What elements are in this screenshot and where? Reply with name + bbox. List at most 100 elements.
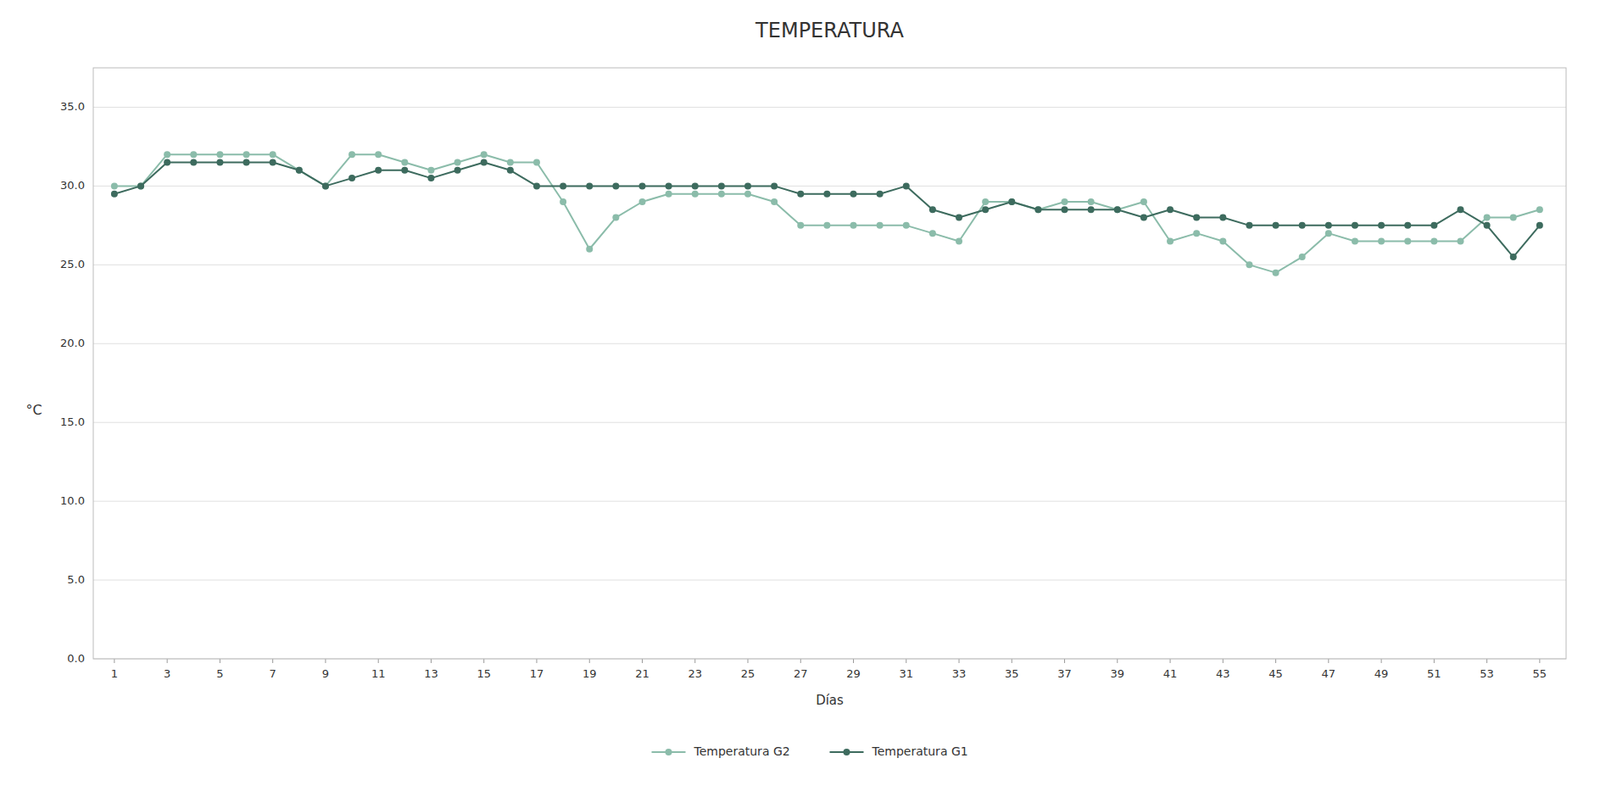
point bbox=[981, 198, 989, 206]
point bbox=[612, 182, 619, 190]
point bbox=[1272, 269, 1280, 277]
point bbox=[295, 167, 303, 174]
point bbox=[981, 206, 989, 213]
point bbox=[955, 214, 963, 222]
point bbox=[876, 190, 884, 198]
point bbox=[797, 222, 804, 229]
point bbox=[1245, 261, 1253, 268]
x-tick bbox=[1486, 658, 1488, 664]
grid-line bbox=[93, 422, 1567, 424]
point bbox=[1325, 229, 1333, 237]
x-tick bbox=[1116, 658, 1118, 664]
point bbox=[1140, 214, 1148, 222]
point bbox=[1377, 222, 1385, 229]
point bbox=[1456, 237, 1464, 245]
x-tick bbox=[272, 658, 274, 664]
x-tick-label: 35 bbox=[1004, 667, 1020, 681]
x-tick bbox=[535, 658, 537, 664]
point bbox=[1536, 222, 1544, 229]
point bbox=[216, 150, 223, 158]
point bbox=[718, 190, 725, 198]
y-tick-label: 0.0 bbox=[66, 652, 85, 665]
grid-line bbox=[93, 343, 1567, 345]
x-tick-label: 25 bbox=[741, 667, 756, 681]
plot-frame bbox=[93, 67, 1567, 659]
point bbox=[638, 182, 646, 190]
legend: Temperatura G2 Temperatura G1 bbox=[652, 744, 969, 759]
x-tick bbox=[113, 658, 115, 664]
x-tick bbox=[378, 658, 380, 664]
x-tick bbox=[1327, 658, 1329, 664]
point bbox=[691, 182, 699, 190]
point bbox=[850, 222, 858, 229]
x-tick bbox=[324, 658, 326, 664]
point bbox=[454, 159, 462, 167]
y-tick-label: 10.0 bbox=[60, 494, 85, 508]
x-tick bbox=[167, 658, 168, 664]
point bbox=[612, 214, 619, 222]
point bbox=[903, 182, 910, 190]
point bbox=[480, 159, 488, 167]
point bbox=[955, 237, 963, 245]
point bbox=[1193, 229, 1200, 237]
grid-line bbox=[93, 264, 1567, 266]
point bbox=[348, 150, 356, 158]
x-tick-label: 43 bbox=[1215, 667, 1231, 681]
point bbox=[1404, 237, 1411, 245]
x-tick-label: 19 bbox=[582, 667, 597, 681]
x-tick bbox=[852, 658, 854, 664]
y-axis-label: °C bbox=[25, 401, 42, 419]
point bbox=[1034, 206, 1042, 213]
point bbox=[1140, 198, 1148, 206]
x-tick-label: 3 bbox=[163, 667, 171, 681]
point bbox=[507, 159, 514, 167]
point bbox=[189, 159, 197, 167]
x-tick bbox=[958, 658, 960, 664]
point bbox=[1536, 206, 1544, 213]
x-tick bbox=[1381, 658, 1383, 664]
grid-line bbox=[93, 185, 1567, 187]
grid-line bbox=[93, 501, 1567, 502]
x-tick-label: 53 bbox=[1479, 667, 1495, 681]
x-tick bbox=[905, 658, 907, 664]
point bbox=[1430, 237, 1438, 245]
x-tick-label: 39 bbox=[1110, 667, 1126, 681]
point bbox=[374, 150, 382, 158]
x-tick bbox=[1011, 658, 1013, 664]
x-tick-label: 27 bbox=[793, 667, 809, 681]
point bbox=[1166, 206, 1174, 213]
point bbox=[1510, 253, 1517, 261]
point bbox=[876, 222, 884, 229]
point bbox=[1193, 214, 1200, 222]
y-tick-label: 20.0 bbox=[60, 336, 85, 350]
legend-label: Temperatura G2 bbox=[693, 744, 791, 759]
x-tick-label: 17 bbox=[529, 667, 545, 681]
x-tick-label: 41 bbox=[1163, 667, 1178, 681]
x-tick bbox=[1538, 658, 1540, 664]
point bbox=[243, 150, 251, 158]
x-tick bbox=[641, 658, 643, 664]
point bbox=[348, 174, 356, 182]
plot-area bbox=[111, 150, 1544, 276]
point bbox=[797, 190, 804, 198]
x-tick-label: 5 bbox=[216, 667, 223, 681]
x-tick bbox=[1170, 658, 1171, 664]
chart: 0.05.010.015.020.025.030.035.01357911131… bbox=[0, 0, 1600, 786]
point bbox=[585, 182, 593, 190]
point bbox=[665, 182, 673, 190]
point bbox=[454, 167, 462, 174]
point bbox=[585, 245, 593, 253]
y-tick-label: 25.0 bbox=[60, 257, 85, 271]
legend-label: Temperatura G1 bbox=[871, 744, 969, 759]
x-tick bbox=[219, 658, 221, 664]
point bbox=[1298, 222, 1306, 229]
x-tick-label: 55 bbox=[1533, 667, 1548, 681]
point bbox=[111, 182, 118, 190]
point bbox=[163, 150, 171, 158]
x-tick-label: 9 bbox=[322, 667, 329, 681]
x-tick-label: 21 bbox=[635, 667, 650, 681]
x-axis-label: Días bbox=[815, 692, 844, 709]
point bbox=[929, 229, 937, 237]
point bbox=[401, 159, 408, 167]
point bbox=[559, 182, 567, 190]
